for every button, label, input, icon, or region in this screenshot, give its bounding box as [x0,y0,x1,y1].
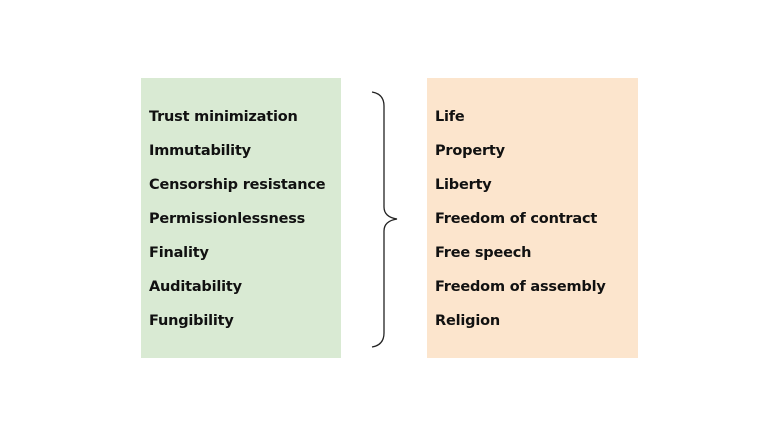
right-rights-box: Life Property Liberty Freedom of contrac… [427,78,638,358]
right-item: Freedom of assembly [435,279,606,295]
left-item: Fungibility [149,313,234,329]
left-item: Auditability [149,279,242,295]
left-properties-box: Trust minimization Immutability Censorsh… [141,78,341,358]
left-item: Immutability [149,143,251,159]
right-item: Life [435,109,465,125]
right-item: Property [435,143,505,159]
right-item: Religion [435,313,500,329]
right-item: Liberty [435,177,492,193]
right-item: Free speech [435,245,532,261]
left-item: Censorship resistance [149,177,326,193]
right-item: Freedom of contract [435,211,598,227]
left-item: Trust minimization [149,109,298,125]
left-item: Finality [149,245,209,261]
left-item: Permissionlessness [149,211,306,227]
